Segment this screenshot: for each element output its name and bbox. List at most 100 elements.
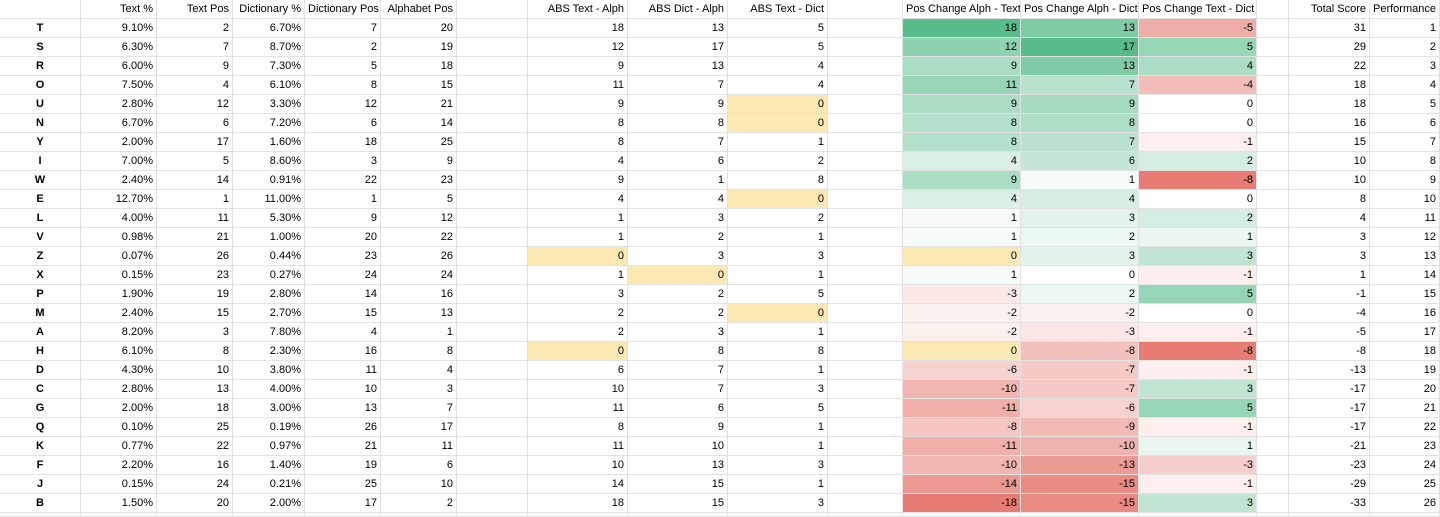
cell-text-pos[interactable]: 1: [157, 190, 233, 209]
cell-pos-change-alph-dict[interactable]: 4: [1021, 190, 1139, 209]
cell-empty[interactable]: [828, 57, 903, 76]
cell-total-score[interactable]: 3: [1289, 247, 1370, 266]
column-header-abs-text-dict[interactable]: ABS Text - Dict: [728, 0, 828, 19]
cell-performance-pos[interactable]: 20: [1370, 380, 1440, 399]
cell-letter[interactable]: L: [0, 209, 81, 228]
cell-pos-change-text-dict[interactable]: -1: [1139, 475, 1257, 494]
cell-pos-change-text-dict[interactable]: -3: [1139, 456, 1257, 475]
cell-abs-text-alph[interactable]: 4: [528, 152, 628, 171]
column-header-text-pos[interactable]: Text Pos: [157, 0, 233, 19]
cell-total-score[interactable]: 10: [1289, 152, 1370, 171]
cell-abs-dict-alph[interactable]: 13: [628, 19, 728, 38]
cell-pos-change-text-dict[interactable]: -4: [1139, 76, 1257, 95]
cell-abs-text-alph[interactable]: 1: [528, 266, 628, 285]
cell-text-percent[interactable]: 2.00%: [81, 399, 157, 418]
cell-text-pos[interactable]: 25: [157, 418, 233, 437]
cell-empty[interactable]: [457, 456, 528, 475]
cell-total-score[interactable]: -29: [1289, 475, 1370, 494]
cell-dictionary-pos[interactable]: 12: [305, 95, 381, 114]
cell-alphabet-pos[interactable]: 24: [381, 266, 457, 285]
cell-dictionary-pos[interactable]: 20: [305, 228, 381, 247]
cell-letter[interactable]: C: [0, 380, 81, 399]
column-header-pos-change-alph-dict[interactable]: Pos Change Alph - Dict: [1021, 0, 1139, 19]
cell-pos-change-alph-dict[interactable]: -13: [1021, 456, 1139, 475]
cell-alphabet-pos[interactable]: 4: [381, 361, 457, 380]
cell-dictionary-percent[interactable]: 3.00%: [233, 399, 305, 418]
cell-empty[interactable]: [457, 418, 528, 437]
cell-pos-change-alph-dict[interactable]: 2: [1021, 228, 1139, 247]
cell-pos-change-alph-text[interactable]: -10: [903, 456, 1021, 475]
cell-performance-pos[interactable]: 22: [1370, 418, 1440, 437]
column-header-performance-pos[interactable]: Performance Pos: [1370, 0, 1440, 19]
cell-abs-dict-alph[interactable]: 0: [628, 266, 728, 285]
cell-empty[interactable]: [1257, 399, 1289, 418]
cell-pos-change-alph-text[interactable]: -10: [903, 380, 1021, 399]
cell-empty[interactable]: [457, 133, 528, 152]
cell-abs-dict-alph[interactable]: 6: [628, 152, 728, 171]
cell-letter[interactable]: A: [0, 323, 81, 342]
cell-performance-pos[interactable]: 14: [1370, 266, 1440, 285]
cell-empty[interactable]: [828, 171, 903, 190]
cell-abs-text-alph[interactable]: 11: [528, 76, 628, 95]
cell-dictionary-pos[interactable]: 7: [305, 19, 381, 38]
cell-text-pos[interactable]: 7: [157, 38, 233, 57]
cell-total-score[interactable]: -1: [1289, 285, 1370, 304]
column-header-letter[interactable]: [0, 0, 81, 19]
cell-alphabet-pos[interactable]: 13: [381, 304, 457, 323]
cell-pos-change-alph-dict[interactable]: 9: [1021, 95, 1139, 114]
cell-abs-text-alph[interactable]: 0: [528, 247, 628, 266]
cell-text-pos[interactable]: 3: [157, 323, 233, 342]
cell-total-score[interactable]: -8: [1289, 342, 1370, 361]
cell-dictionary-pos[interactable]: 6: [305, 114, 381, 133]
cell-abs-dict-alph[interactable]: 8: [628, 114, 728, 133]
cell-pos-change-text-dict[interactable]: 2: [1139, 152, 1257, 171]
cell-empty[interactable]: [457, 38, 528, 57]
cell-text-pos[interactable]: 10: [157, 361, 233, 380]
cell-performance-pos[interactable]: 7: [1370, 133, 1440, 152]
cell-dictionary-pos[interactable]: 17: [305, 494, 381, 513]
cell-pos-change-text-dict[interactable]: 5: [1139, 285, 1257, 304]
cell-text-percent[interactable]: 1.50%: [81, 494, 157, 513]
cell-alphabet-pos[interactable]: 3: [381, 380, 457, 399]
cell-pos-change-alph-text[interactable]: 18: [903, 19, 1021, 38]
cell-text-pos[interactable]: 2: [157, 19, 233, 38]
cell-abs-text-alph[interactable]: 4: [528, 190, 628, 209]
cell-pos-change-alph-dict[interactable]: 7: [1021, 76, 1139, 95]
cell-pos-change-alph-text[interactable]: 1: [903, 228, 1021, 247]
cell-dictionary-pos[interactable]: 18: [305, 133, 381, 152]
cell-pos-change-alph-text[interactable]: 9: [903, 171, 1021, 190]
cell-total-score[interactable]: 15: [1289, 133, 1370, 152]
cell-total-score[interactable]: -5: [1289, 323, 1370, 342]
cell-total-score[interactable]: -23: [1289, 456, 1370, 475]
cell-alphabet-pos[interactable]: 22: [381, 228, 457, 247]
cell-dictionary-pos[interactable]: 5: [305, 57, 381, 76]
cell-text-pos[interactable]: 11: [157, 209, 233, 228]
cell-alphabet-pos[interactable]: 8: [381, 342, 457, 361]
cell-pos-change-text-dict[interactable]: -1: [1139, 361, 1257, 380]
cell-pos-change-alph-dict[interactable]: 3: [1021, 247, 1139, 266]
cell-empty[interactable]: [457, 513, 528, 517]
cell-dictionary-pos[interactable]: 11: [305, 361, 381, 380]
cell-pos-change-text-dict[interactable]: 3: [1139, 380, 1257, 399]
cell-empty[interactable]: [457, 494, 528, 513]
cell-performance-pos[interactable]: 8: [1370, 152, 1440, 171]
cell-performance-pos[interactable]: 26: [1370, 494, 1440, 513]
cell-abs-text-alph[interactable]: 3: [528, 285, 628, 304]
cell-abs-text-alph[interactable]: 1: [528, 228, 628, 247]
cell-alphabet-pos[interactable]: 1: [381, 323, 457, 342]
cell-pos-change-alph-dict[interactable]: 7: [1021, 133, 1139, 152]
cell-abs-text-dict[interactable]: 2: [728, 209, 828, 228]
cell-letter[interactable]: G: [0, 399, 81, 418]
cell-pos-change-alph-dict[interactable]: 17: [1021, 38, 1139, 57]
cell-dictionary-pos[interactable]: 19: [305, 456, 381, 475]
cell-empty[interactable]: [828, 361, 903, 380]
cell-performance-pos[interactable]: 17: [1370, 323, 1440, 342]
cell-empty[interactable]: [1257, 475, 1289, 494]
cell-alphabet-pos[interactable]: 7: [381, 399, 457, 418]
cell-abs-text-alph[interactable]: 12: [528, 38, 628, 57]
cell-empty[interactable]: [1257, 513, 1289, 517]
cell-abs-text-dict[interactable]: 4: [728, 57, 828, 76]
cell-alphabet-pos[interactable]: 2: [381, 494, 457, 513]
cell-abs-text-alph[interactable]: 11: [528, 399, 628, 418]
cell-empty[interactable]: [0, 513, 81, 517]
